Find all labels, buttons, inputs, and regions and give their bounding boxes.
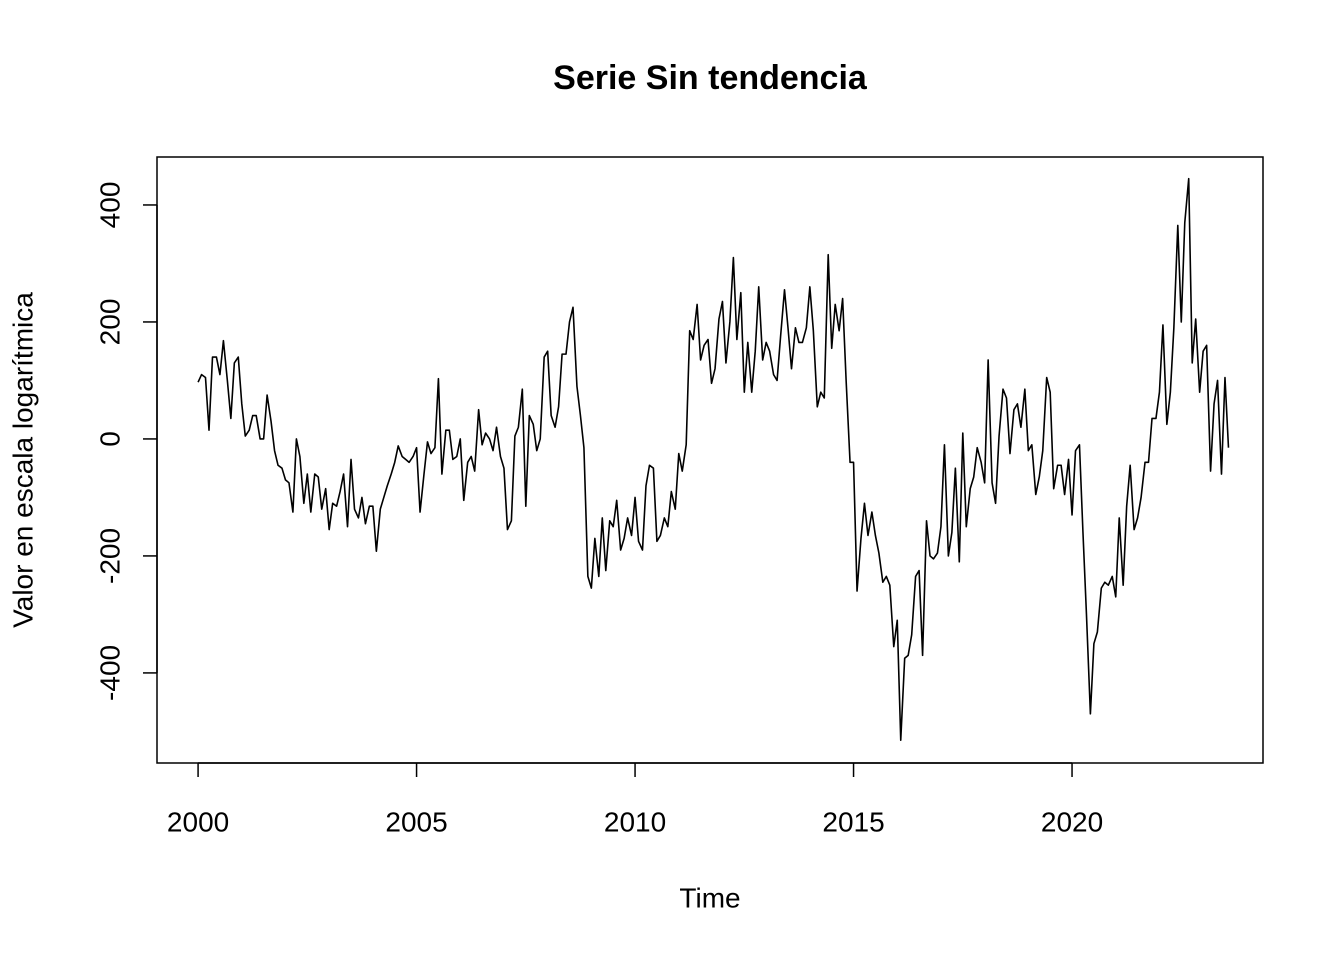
y-axis-label: Valor en escala logarítmica bbox=[7, 292, 38, 628]
x-tick-label: 2015 bbox=[822, 806, 884, 837]
y-tick-label: -200 bbox=[94, 528, 125, 584]
chart-title: Serie Sin tendencia bbox=[553, 59, 868, 97]
y-tick-label: 200 bbox=[94, 299, 125, 346]
x-tick-label: 2000 bbox=[167, 806, 229, 837]
x-tick-label: 2020 bbox=[1041, 806, 1103, 837]
y-tick-label: 0 bbox=[94, 431, 125, 447]
plot-frame bbox=[156, 156, 1264, 764]
series-line bbox=[197, 177, 1230, 741]
x-axis-label: Time bbox=[679, 882, 740, 913]
y-tick-label: -400 bbox=[94, 645, 125, 701]
y-tick-label: 400 bbox=[94, 182, 125, 229]
x-tick-label: 2005 bbox=[385, 806, 447, 837]
x-tick-label: 2010 bbox=[604, 806, 666, 837]
